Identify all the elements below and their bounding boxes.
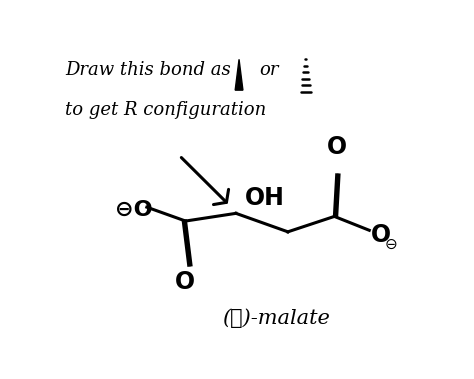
Text: O: O [327, 135, 347, 160]
Text: (ℛ)-malate: (ℛ)-malate [222, 309, 330, 329]
Text: to get R configuration: to get R configuration [65, 101, 267, 119]
Text: OH: OH [245, 186, 285, 210]
Text: Draw this bond as: Draw this bond as [65, 61, 231, 79]
Polygon shape [235, 60, 243, 90]
Text: ⊖: ⊖ [385, 236, 398, 251]
Text: or: or [259, 61, 279, 79]
Text: O: O [371, 222, 391, 247]
Text: ⊖O: ⊖O [115, 199, 153, 219]
Text: O: O [175, 270, 195, 294]
